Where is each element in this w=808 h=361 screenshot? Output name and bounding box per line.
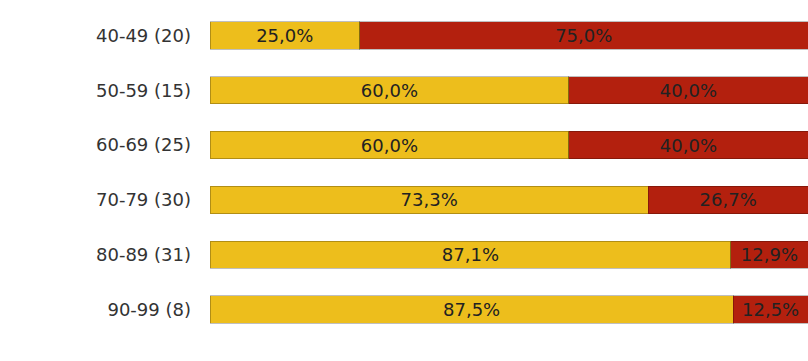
- svg-text:40,0%: 40,0%: [660, 80, 717, 101]
- svg-text:12,5%: 12,5%: [742, 299, 799, 320]
- svg-text:60-69 (25): 60-69 (25): [96, 134, 191, 155]
- svg-text:26,7%: 26,7%: [700, 189, 757, 210]
- svg-text:73,3%: 73,3%: [401, 189, 458, 210]
- svg-text:12,9%: 12,9%: [741, 244, 798, 265]
- svg-text:60,0%: 60,0%: [361, 135, 418, 156]
- svg-text:87,5%: 87,5%: [443, 299, 500, 320]
- svg-text:75,0%: 75,0%: [555, 25, 612, 46]
- svg-text:87,1%: 87,1%: [442, 244, 499, 265]
- svg-text:40-49 (20): 40-49 (20): [96, 25, 191, 46]
- svg-text:80-89 (31): 80-89 (31): [96, 244, 191, 265]
- svg-text:90-99 (8): 90-99 (8): [107, 299, 191, 320]
- svg-text:60,0%: 60,0%: [361, 80, 418, 101]
- svg-text:40,0%: 40,0%: [660, 135, 717, 156]
- svg-text:25,0%: 25,0%: [256, 25, 313, 46]
- svg-text:70-79 (30): 70-79 (30): [96, 189, 191, 210]
- svg-text:50-59 (15): 50-59 (15): [96, 80, 191, 101]
